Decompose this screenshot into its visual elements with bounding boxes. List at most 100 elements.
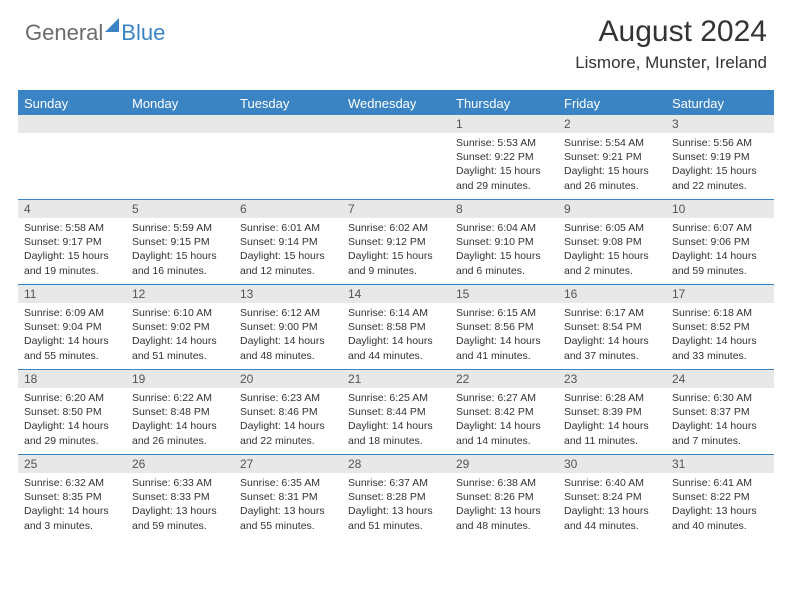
- day-cell: 17Sunrise: 6:18 AMSunset: 8:52 PMDayligh…: [666, 285, 774, 369]
- day-cell: 14Sunrise: 6:14 AMSunset: 8:58 PMDayligh…: [342, 285, 450, 369]
- sunrise-line: Sunrise: 5:56 AM: [672, 136, 768, 150]
- day-number: 30: [558, 455, 666, 473]
- daylight-line: Daylight: 13 hours and 40 minutes.: [672, 504, 768, 532]
- daylight-line: Daylight: 13 hours and 59 minutes.: [132, 504, 228, 532]
- day-number: 7: [342, 200, 450, 218]
- day-number: 6: [234, 200, 342, 218]
- sunset-line: Sunset: 8:46 PM: [240, 405, 336, 419]
- day-number: 13: [234, 285, 342, 303]
- dow-cell: Tuesday: [234, 92, 342, 115]
- day-number: 16: [558, 285, 666, 303]
- day-cell: 30Sunrise: 6:40 AMSunset: 8:24 PMDayligh…: [558, 455, 666, 539]
- daylight-line: Daylight: 15 hours and 16 minutes.: [132, 249, 228, 277]
- sunrise-line: Sunrise: 6:14 AM: [348, 306, 444, 320]
- day-cell: 29Sunrise: 6:38 AMSunset: 8:26 PMDayligh…: [450, 455, 558, 539]
- sunset-line: Sunset: 9:22 PM: [456, 150, 552, 164]
- week-row: 18Sunrise: 6:20 AMSunset: 8:50 PMDayligh…: [18, 369, 774, 454]
- day-number: 23: [558, 370, 666, 388]
- sunrise-line: Sunrise: 6:12 AM: [240, 306, 336, 320]
- day-number: 28: [342, 455, 450, 473]
- day-number: 17: [666, 285, 774, 303]
- sunset-line: Sunset: 8:33 PM: [132, 490, 228, 504]
- dow-cell: Friday: [558, 92, 666, 115]
- week-row: 1Sunrise: 5:53 AMSunset: 9:22 PMDaylight…: [18, 115, 774, 199]
- sunrise-line: Sunrise: 5:59 AM: [132, 221, 228, 235]
- sunrise-line: Sunrise: 6:41 AM: [672, 476, 768, 490]
- day-body: Sunrise: 6:18 AMSunset: 8:52 PMDaylight:…: [666, 303, 774, 369]
- dow-cell: Wednesday: [342, 92, 450, 115]
- day-cell: 21Sunrise: 6:25 AMSunset: 8:44 PMDayligh…: [342, 370, 450, 454]
- day-number: 14: [342, 285, 450, 303]
- sunset-line: Sunset: 9:14 PM: [240, 235, 336, 249]
- dow-cell: Thursday: [450, 92, 558, 115]
- sunrise-line: Sunrise: 5:54 AM: [564, 136, 660, 150]
- day-number: 11: [18, 285, 126, 303]
- daylight-line: Daylight: 14 hours and 14 minutes.: [456, 419, 552, 447]
- day-cell: 1Sunrise: 5:53 AMSunset: 9:22 PMDaylight…: [450, 115, 558, 199]
- day-number: 29: [450, 455, 558, 473]
- day-cell: 24Sunrise: 6:30 AMSunset: 8:37 PMDayligh…: [666, 370, 774, 454]
- day-body: Sunrise: 6:15 AMSunset: 8:56 PMDaylight:…: [450, 303, 558, 369]
- daylight-line: Daylight: 15 hours and 12 minutes.: [240, 249, 336, 277]
- weeks-container: 1Sunrise: 5:53 AMSunset: 9:22 PMDaylight…: [18, 115, 774, 539]
- sunset-line: Sunset: 9:06 PM: [672, 235, 768, 249]
- daylight-line: Daylight: 15 hours and 19 minutes.: [24, 249, 120, 277]
- day-cell: 2Sunrise: 5:54 AMSunset: 9:21 PMDaylight…: [558, 115, 666, 199]
- day-body: Sunrise: 6:05 AMSunset: 9:08 PMDaylight:…: [558, 218, 666, 284]
- day-body: Sunrise: 6:28 AMSunset: 8:39 PMDaylight:…: [558, 388, 666, 454]
- sunset-line: Sunset: 8:35 PM: [24, 490, 120, 504]
- day-body: Sunrise: 6:07 AMSunset: 9:06 PMDaylight:…: [666, 218, 774, 284]
- day-cell: 26Sunrise: 6:33 AMSunset: 8:33 PMDayligh…: [126, 455, 234, 539]
- day-cell: [342, 115, 450, 199]
- day-number: 31: [666, 455, 774, 473]
- day-number: 15: [450, 285, 558, 303]
- day-cell: 5Sunrise: 5:59 AMSunset: 9:15 PMDaylight…: [126, 200, 234, 284]
- sunset-line: Sunset: 8:56 PM: [456, 320, 552, 334]
- week-row: 25Sunrise: 6:32 AMSunset: 8:35 PMDayligh…: [18, 454, 774, 539]
- sunrise-line: Sunrise: 6:37 AM: [348, 476, 444, 490]
- sunset-line: Sunset: 8:31 PM: [240, 490, 336, 504]
- day-body: Sunrise: 6:23 AMSunset: 8:46 PMDaylight:…: [234, 388, 342, 454]
- sunset-line: Sunset: 8:28 PM: [348, 490, 444, 504]
- day-cell: 7Sunrise: 6:02 AMSunset: 9:12 PMDaylight…: [342, 200, 450, 284]
- daylight-line: Daylight: 14 hours and 48 minutes.: [240, 334, 336, 362]
- day-number: 1: [450, 115, 558, 133]
- day-body: Sunrise: 6:40 AMSunset: 8:24 PMDaylight:…: [558, 473, 666, 539]
- day-number: [342, 115, 450, 133]
- day-cell: 13Sunrise: 6:12 AMSunset: 9:00 PMDayligh…: [234, 285, 342, 369]
- dow-cell: Sunday: [18, 92, 126, 115]
- sunrise-line: Sunrise: 6:15 AM: [456, 306, 552, 320]
- day-body: Sunrise: 6:17 AMSunset: 8:54 PMDaylight:…: [558, 303, 666, 369]
- sunrise-line: Sunrise: 6:20 AM: [24, 391, 120, 405]
- daylight-line: Daylight: 15 hours and 2 minutes.: [564, 249, 660, 277]
- daylight-line: Daylight: 14 hours and 11 minutes.: [564, 419, 660, 447]
- sunset-line: Sunset: 9:17 PM: [24, 235, 120, 249]
- day-body: Sunrise: 6:37 AMSunset: 8:28 PMDaylight:…: [342, 473, 450, 539]
- day-cell: 19Sunrise: 6:22 AMSunset: 8:48 PMDayligh…: [126, 370, 234, 454]
- day-number: 12: [126, 285, 234, 303]
- week-row: 4Sunrise: 5:58 AMSunset: 9:17 PMDaylight…: [18, 199, 774, 284]
- days-of-week-header: SundayMondayTuesdayWednesdayThursdayFrid…: [18, 92, 774, 115]
- sunrise-line: Sunrise: 6:01 AM: [240, 221, 336, 235]
- day-body: Sunrise: 6:38 AMSunset: 8:26 PMDaylight:…: [450, 473, 558, 539]
- logo-text-blue: Blue: [121, 20, 165, 46]
- day-body: Sunrise: 6:41 AMSunset: 8:22 PMDaylight:…: [666, 473, 774, 539]
- daylight-line: Daylight: 14 hours and 29 minutes.: [24, 419, 120, 447]
- sunset-line: Sunset: 8:50 PM: [24, 405, 120, 419]
- day-number: 27: [234, 455, 342, 473]
- sunrise-line: Sunrise: 6:38 AM: [456, 476, 552, 490]
- day-cell: 23Sunrise: 6:28 AMSunset: 8:39 PMDayligh…: [558, 370, 666, 454]
- day-cell: 22Sunrise: 6:27 AMSunset: 8:42 PMDayligh…: [450, 370, 558, 454]
- day-number: 18: [18, 370, 126, 388]
- day-body: Sunrise: 6:09 AMSunset: 9:04 PMDaylight:…: [18, 303, 126, 369]
- day-body: Sunrise: 6:10 AMSunset: 9:02 PMDaylight:…: [126, 303, 234, 369]
- day-number: 9: [558, 200, 666, 218]
- sunrise-line: Sunrise: 6:07 AM: [672, 221, 768, 235]
- dow-cell: Monday: [126, 92, 234, 115]
- day-body: Sunrise: 6:25 AMSunset: 8:44 PMDaylight:…: [342, 388, 450, 454]
- calendar: SundayMondayTuesdayWednesdayThursdayFrid…: [18, 90, 774, 539]
- day-body: Sunrise: 6:20 AMSunset: 8:50 PMDaylight:…: [18, 388, 126, 454]
- day-body: Sunrise: 6:33 AMSunset: 8:33 PMDaylight:…: [126, 473, 234, 539]
- day-number: 8: [450, 200, 558, 218]
- day-cell: 31Sunrise: 6:41 AMSunset: 8:22 PMDayligh…: [666, 455, 774, 539]
